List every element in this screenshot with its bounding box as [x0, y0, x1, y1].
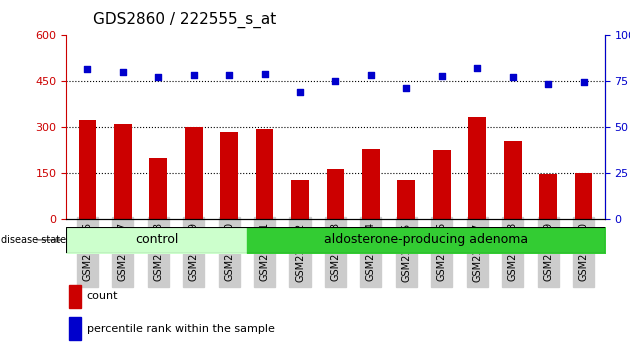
Point [83, 66, 93, 72]
Text: GDS2860 / 222555_s_at: GDS2860 / 222555_s_at [93, 11, 277, 28]
Bar [220, 132, 238, 219]
Point [118, 69, 128, 75]
Bar [256, 129, 273, 219]
Text: aldosterone-producing adenoma: aldosterone-producing adenoma [324, 233, 528, 246]
Text: count: count [86, 291, 118, 301]
Text: percentile rank within the sample: percentile rank within the sample [86, 324, 275, 333]
Bar [326, 169, 345, 219]
Point [437, 73, 447, 79]
Point [260, 71, 270, 76]
Text: disease state: disease state [1, 235, 66, 245]
Point [508, 74, 518, 80]
Text: control: control [135, 233, 178, 246]
Point [224, 73, 234, 78]
Point [153, 74, 163, 79]
Bar [398, 180, 415, 219]
Point [366, 73, 376, 78]
Point [331, 78, 341, 84]
Bar [69, 317, 81, 340]
Bar [575, 173, 592, 219]
Point [543, 81, 553, 86]
Bar [539, 174, 557, 219]
Bar [433, 150, 450, 219]
Point [189, 72, 199, 78]
Bar [114, 124, 132, 219]
Point [401, 85, 411, 90]
Bar [504, 141, 522, 219]
Bar [468, 117, 486, 219]
Point [295, 89, 305, 95]
Bar [362, 149, 380, 219]
Bar [69, 285, 81, 308]
Bar [149, 158, 167, 219]
Bar [185, 127, 203, 219]
Point [578, 80, 588, 85]
Bar [79, 120, 96, 219]
Point [472, 65, 483, 70]
Bar [291, 179, 309, 219]
